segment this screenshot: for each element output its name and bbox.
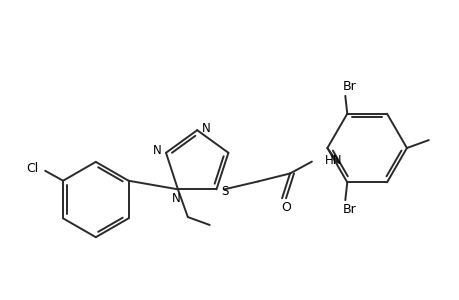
- Text: Br: Br: [341, 202, 355, 216]
- Text: N: N: [152, 144, 161, 157]
- Text: S: S: [221, 185, 229, 198]
- Text: N: N: [171, 192, 180, 205]
- Text: Br: Br: [341, 80, 355, 93]
- Text: O: O: [280, 201, 291, 214]
- Text: N: N: [202, 122, 210, 135]
- Text: HN: HN: [324, 154, 341, 167]
- Text: Cl: Cl: [26, 162, 39, 175]
